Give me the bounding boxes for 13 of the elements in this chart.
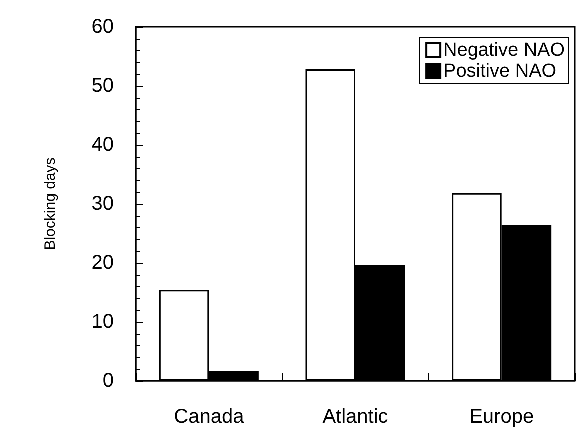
x-tick-label: Canada bbox=[174, 406, 246, 428]
x-tick-label: Atlantic bbox=[322, 406, 388, 428]
y-tick-label: 40 bbox=[92, 134, 114, 156]
y-tick-label: 30 bbox=[92, 193, 114, 215]
legend-label: Negative NAO bbox=[444, 40, 566, 61]
legend-label: Positive NAO bbox=[444, 61, 557, 82]
y-axis-title: Blocking days bbox=[42, 158, 59, 250]
x-tick-label: Europe bbox=[470, 406, 534, 428]
y-tick-label: 10 bbox=[92, 311, 114, 333]
y-tick-label: 60 bbox=[92, 16, 114, 38]
y-tick-label: 20 bbox=[92, 252, 114, 274]
y-tick-label: 50 bbox=[92, 75, 114, 97]
y-tick-label: 0 bbox=[102, 370, 114, 392]
